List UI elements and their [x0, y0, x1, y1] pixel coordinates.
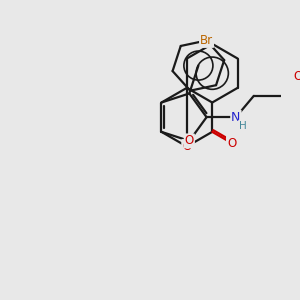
Text: Br: Br [200, 34, 213, 47]
Text: O: O [227, 136, 236, 149]
Text: H: H [239, 121, 247, 130]
Text: O: O [185, 134, 194, 147]
Text: O: O [293, 70, 300, 83]
Text: O: O [182, 140, 191, 153]
Text: N: N [231, 111, 241, 124]
